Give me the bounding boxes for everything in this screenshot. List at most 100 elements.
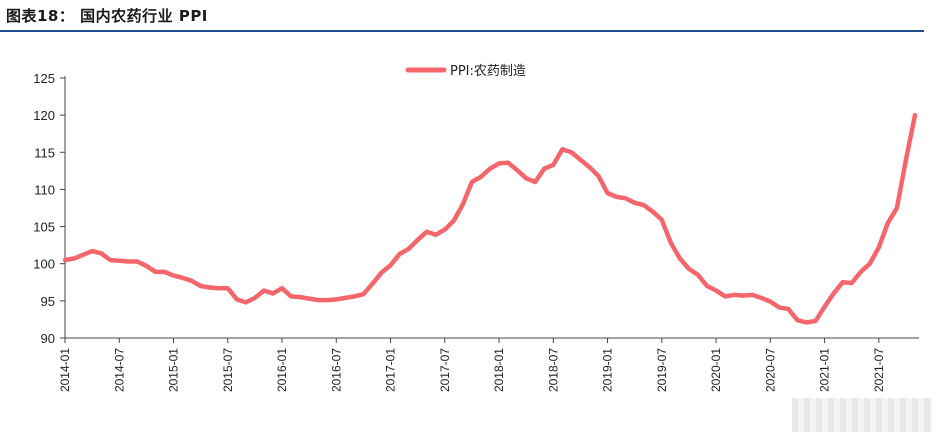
data-point bbox=[443, 228, 447, 232]
data-point bbox=[714, 288, 718, 292]
data-point bbox=[696, 273, 700, 277]
data-point bbox=[262, 288, 266, 292]
data-point bbox=[669, 241, 673, 245]
y-tick-label: 120 bbox=[33, 108, 55, 123]
data-point bbox=[533, 180, 537, 184]
y-tick-label: 115 bbox=[34, 145, 55, 160]
data-point bbox=[135, 259, 139, 263]
y-tick-label: 110 bbox=[34, 182, 55, 197]
x-tick-label: 2014-07 bbox=[112, 348, 126, 392]
y-tick-label: 105 bbox=[33, 220, 55, 235]
data-point bbox=[587, 165, 591, 169]
x-tick-label: 2021-07 bbox=[872, 348, 886, 392]
data-point bbox=[172, 274, 176, 278]
x-tick-label: 2019-07 bbox=[655, 348, 669, 392]
data-point bbox=[687, 267, 691, 271]
data-point bbox=[307, 297, 311, 301]
data-point bbox=[642, 203, 646, 207]
data-point bbox=[551, 163, 555, 167]
data-point bbox=[379, 271, 383, 275]
data-point bbox=[515, 168, 519, 172]
data-point bbox=[750, 293, 754, 297]
data-point bbox=[678, 257, 682, 261]
figure-title: 图表18： 国内农药行业 PPI bbox=[6, 7, 208, 25]
x-tick-label: 2021-01 bbox=[818, 348, 832, 392]
data-point bbox=[99, 251, 103, 255]
data-point bbox=[108, 258, 112, 262]
data-point bbox=[253, 296, 257, 300]
data-point bbox=[759, 296, 763, 300]
data-point bbox=[786, 307, 790, 311]
figure-header: 图表18： 国内农药行业 PPI bbox=[0, 0, 924, 32]
y-tick-label: 95 bbox=[41, 294, 55, 309]
data-point bbox=[705, 284, 709, 288]
data-point bbox=[597, 174, 601, 178]
data-point bbox=[651, 210, 655, 214]
data-point bbox=[624, 196, 628, 200]
data-point bbox=[886, 221, 890, 225]
data-point bbox=[153, 270, 157, 274]
data-point bbox=[126, 259, 130, 263]
data-point bbox=[289, 294, 293, 298]
data-point bbox=[398, 252, 402, 256]
data-point bbox=[244, 300, 248, 304]
data-point bbox=[280, 286, 284, 290]
data-point bbox=[190, 279, 194, 283]
data-point bbox=[850, 281, 854, 285]
data-point bbox=[325, 298, 329, 302]
legend-label: PPI:农药制造 bbox=[450, 64, 526, 79]
data-point bbox=[81, 253, 85, 257]
x-tick-label: 2016-07 bbox=[329, 348, 343, 392]
data-point bbox=[298, 295, 302, 299]
x-tick-label: 2017-07 bbox=[438, 348, 452, 392]
data-point bbox=[144, 264, 148, 268]
data-point bbox=[578, 158, 582, 162]
x-tick-label: 2017-01 bbox=[384, 348, 398, 392]
x-tick-label: 2018-01 bbox=[492, 348, 506, 392]
data-point bbox=[877, 245, 881, 249]
data-point bbox=[479, 175, 483, 179]
data-point bbox=[859, 270, 863, 274]
y-tick-label: 125 bbox=[33, 71, 55, 86]
data-point bbox=[461, 202, 465, 206]
data-point bbox=[370, 282, 374, 286]
data-point bbox=[407, 247, 411, 251]
data-point bbox=[660, 218, 664, 222]
data-point bbox=[361, 292, 365, 296]
x-tick-label: 2015-07 bbox=[221, 348, 235, 392]
data-point bbox=[606, 191, 610, 195]
x-tick-label: 2020-07 bbox=[763, 348, 777, 392]
data-point bbox=[823, 305, 827, 309]
data-point bbox=[117, 259, 121, 263]
watermark-blur bbox=[792, 398, 932, 432]
data-point bbox=[488, 167, 492, 171]
data-point bbox=[615, 195, 619, 199]
data-point bbox=[217, 286, 221, 290]
data-point bbox=[235, 297, 239, 301]
data-point bbox=[524, 176, 528, 180]
data-point bbox=[162, 270, 166, 274]
data-point bbox=[425, 230, 429, 234]
data-point bbox=[497, 161, 501, 165]
data-point bbox=[334, 297, 338, 301]
data-point bbox=[741, 294, 745, 298]
x-tick-label: 2016-01 bbox=[275, 348, 289, 392]
chart-axes bbox=[64, 76, 919, 339]
data-point bbox=[723, 294, 727, 298]
data-point bbox=[633, 201, 637, 205]
data-point bbox=[913, 113, 917, 117]
x-tick-label: 2014-01 bbox=[58, 348, 72, 392]
x-tick-label: 2015-01 bbox=[167, 348, 181, 392]
data-point bbox=[352, 294, 356, 298]
data-point bbox=[832, 291, 836, 295]
data-point bbox=[768, 300, 772, 304]
data-point bbox=[434, 233, 438, 237]
x-axis-ticks: 2014-01 2014-07 2015-01 2015-07 2016-01 2016-… bbox=[58, 338, 886, 392]
data-point bbox=[542, 167, 546, 171]
data-point bbox=[208, 285, 212, 289]
chart-legend: PPI:农药制造 bbox=[405, 64, 526, 79]
data-point bbox=[343, 296, 347, 300]
data-point bbox=[72, 257, 76, 261]
data-point bbox=[506, 161, 510, 165]
data-point bbox=[316, 298, 320, 302]
